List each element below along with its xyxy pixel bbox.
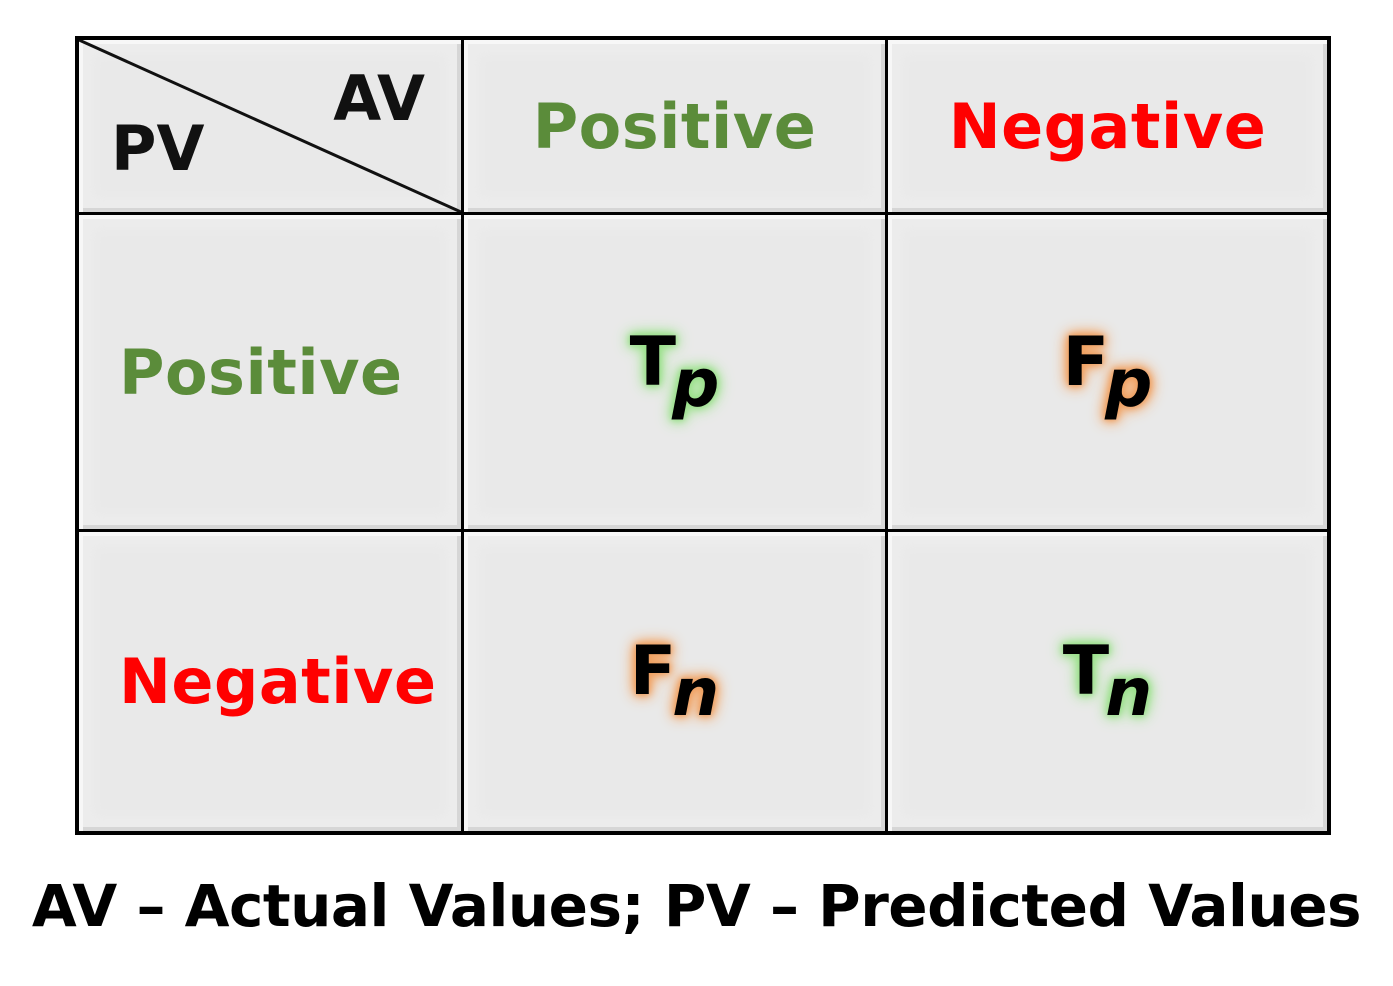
row-header-positive: Positive [79, 215, 461, 529]
column-header-negative-label: Negative [948, 89, 1267, 163]
true-positive-main: T [629, 322, 677, 402]
column-header-positive-label: Positive [532, 89, 817, 163]
false-positive-main: F [1062, 322, 1110, 402]
false-negative-main: F [629, 632, 677, 711]
legend-caption: AV – Actual Values; PV – Predicted Value… [31, 872, 1362, 940]
row-header-positive-label: Positive [119, 335, 403, 409]
false-negative-sub: n [672, 654, 720, 731]
row-header-negative-label: Negative [119, 645, 437, 718]
diagonal-divider [79, 40, 461, 212]
corner-cell: AV PV [79, 40, 461, 212]
true-positive-sub: p [672, 344, 720, 422]
actual-values-axis-label: AV [333, 62, 425, 135]
false-positive-sub: p [1105, 344, 1153, 422]
column-header-negative: Negative [888, 40, 1327, 212]
true-negative-sub: n [1105, 654, 1153, 731]
true-negative-main: T [1062, 632, 1110, 711]
row-header-negative: Negative [79, 532, 461, 831]
predicted-values-axis-label: PV [111, 112, 205, 185]
column-header-positive: Positive [464, 40, 885, 212]
